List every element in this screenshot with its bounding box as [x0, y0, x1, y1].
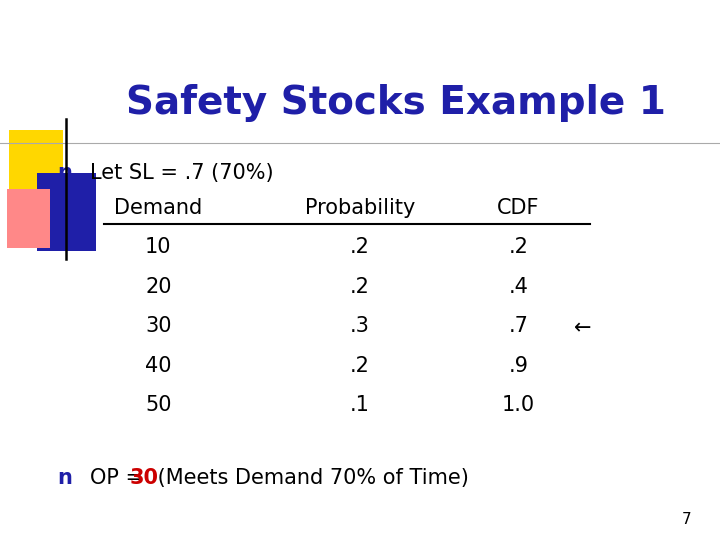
Text: 30: 30: [130, 468, 158, 488]
Text: Probability: Probability: [305, 198, 415, 218]
Text: $\leftarrow$: $\leftarrow$: [569, 316, 591, 336]
Text: n: n: [58, 163, 72, 183]
Text: .2: .2: [350, 355, 370, 376]
Text: .3: .3: [350, 316, 370, 336]
Text: .9: .9: [508, 355, 528, 376]
Text: .4: .4: [508, 276, 528, 297]
Text: .7: .7: [508, 316, 528, 336]
Text: Let SL = .7 (70%): Let SL = .7 (70%): [90, 163, 274, 183]
Text: n: n: [58, 468, 72, 488]
Text: .1: .1: [350, 395, 370, 415]
Text: 10: 10: [145, 237, 171, 258]
Text: 50: 50: [145, 395, 171, 415]
Text: Safety Stocks Example 1: Safety Stocks Example 1: [126, 84, 666, 122]
Text: Demand: Demand: [114, 198, 202, 218]
Text: .2: .2: [508, 237, 528, 258]
Text: 7: 7: [682, 511, 691, 526]
Text: .2: .2: [350, 237, 370, 258]
Text: 30: 30: [145, 316, 171, 336]
Text: 40: 40: [145, 355, 171, 376]
Text: CDF: CDF: [497, 198, 540, 218]
Text: 20: 20: [145, 276, 171, 297]
Text: 1.0: 1.0: [502, 395, 535, 415]
Text: OP =: OP =: [90, 468, 150, 488]
Text: .2: .2: [350, 276, 370, 297]
Text: (Meets Demand 70% of Time): (Meets Demand 70% of Time): [151, 468, 469, 488]
